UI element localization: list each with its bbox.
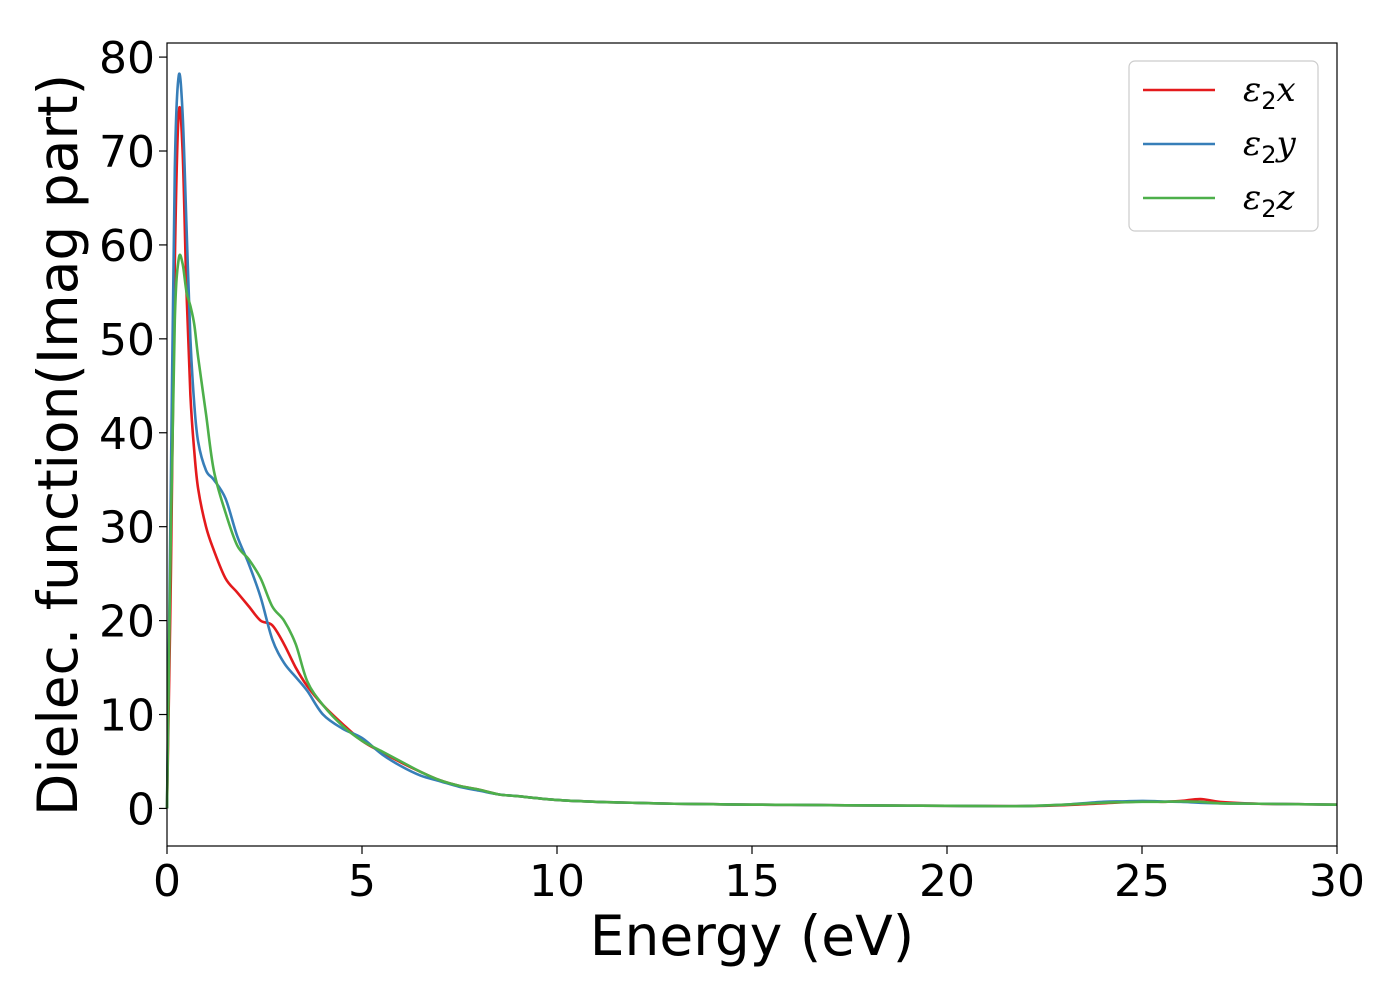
plot-lines xyxy=(165,72,1338,809)
x-tick-label: 10 xyxy=(529,856,585,907)
y-tick-label: 20 xyxy=(99,597,155,648)
legend-label-sub: 2 xyxy=(1261,141,1276,169)
y-tick-label: 10 xyxy=(99,691,155,742)
legend-label-z: ε2z xyxy=(1243,178,1296,223)
x-axis-title: Energy (eV) xyxy=(590,904,914,968)
legend-label-sub: 2 xyxy=(1261,87,1276,115)
legend-label-main: ε xyxy=(1243,178,1261,218)
y-tick-label: 0 xyxy=(127,784,155,835)
x-tick-label: 5 xyxy=(348,856,376,907)
y-tick-label: 70 xyxy=(99,127,155,178)
x-tick-label: 25 xyxy=(1114,856,1170,907)
y-tick-label: 80 xyxy=(99,33,155,84)
legend-label-x: ε2x xyxy=(1243,70,1296,115)
x-tick-label: 20 xyxy=(919,856,975,907)
legend-label-tail: x xyxy=(1277,70,1296,110)
legend-label-sub: 2 xyxy=(1261,195,1276,223)
legend-label-y: ε2y xyxy=(1243,124,1297,169)
y-tick-label: 50 xyxy=(99,315,155,366)
x-tick-label: 30 xyxy=(1309,856,1365,907)
y-tick-label: 60 xyxy=(99,221,155,272)
y-tick-label: 40 xyxy=(99,409,155,460)
legend-label-tail: z xyxy=(1276,178,1296,218)
legend-box xyxy=(1128,60,1319,232)
x-tick-label: 0 xyxy=(153,856,181,907)
legend-label-main: ε xyxy=(1243,124,1261,164)
series-line-z xyxy=(165,253,1338,809)
x-axis: 0 5 10 15 20 25 30 xyxy=(153,846,1365,907)
y-axis-title: Dielec. function(Imag part) xyxy=(26,74,90,816)
x-tick-label: 15 xyxy=(724,856,780,907)
y-axis: 0 10 20 30 40 50 60 70 80 xyxy=(99,33,167,835)
legend-label-tail: y xyxy=(1275,124,1297,164)
y-tick-label: 30 xyxy=(99,503,155,554)
legend-label-main: ε xyxy=(1243,70,1261,110)
